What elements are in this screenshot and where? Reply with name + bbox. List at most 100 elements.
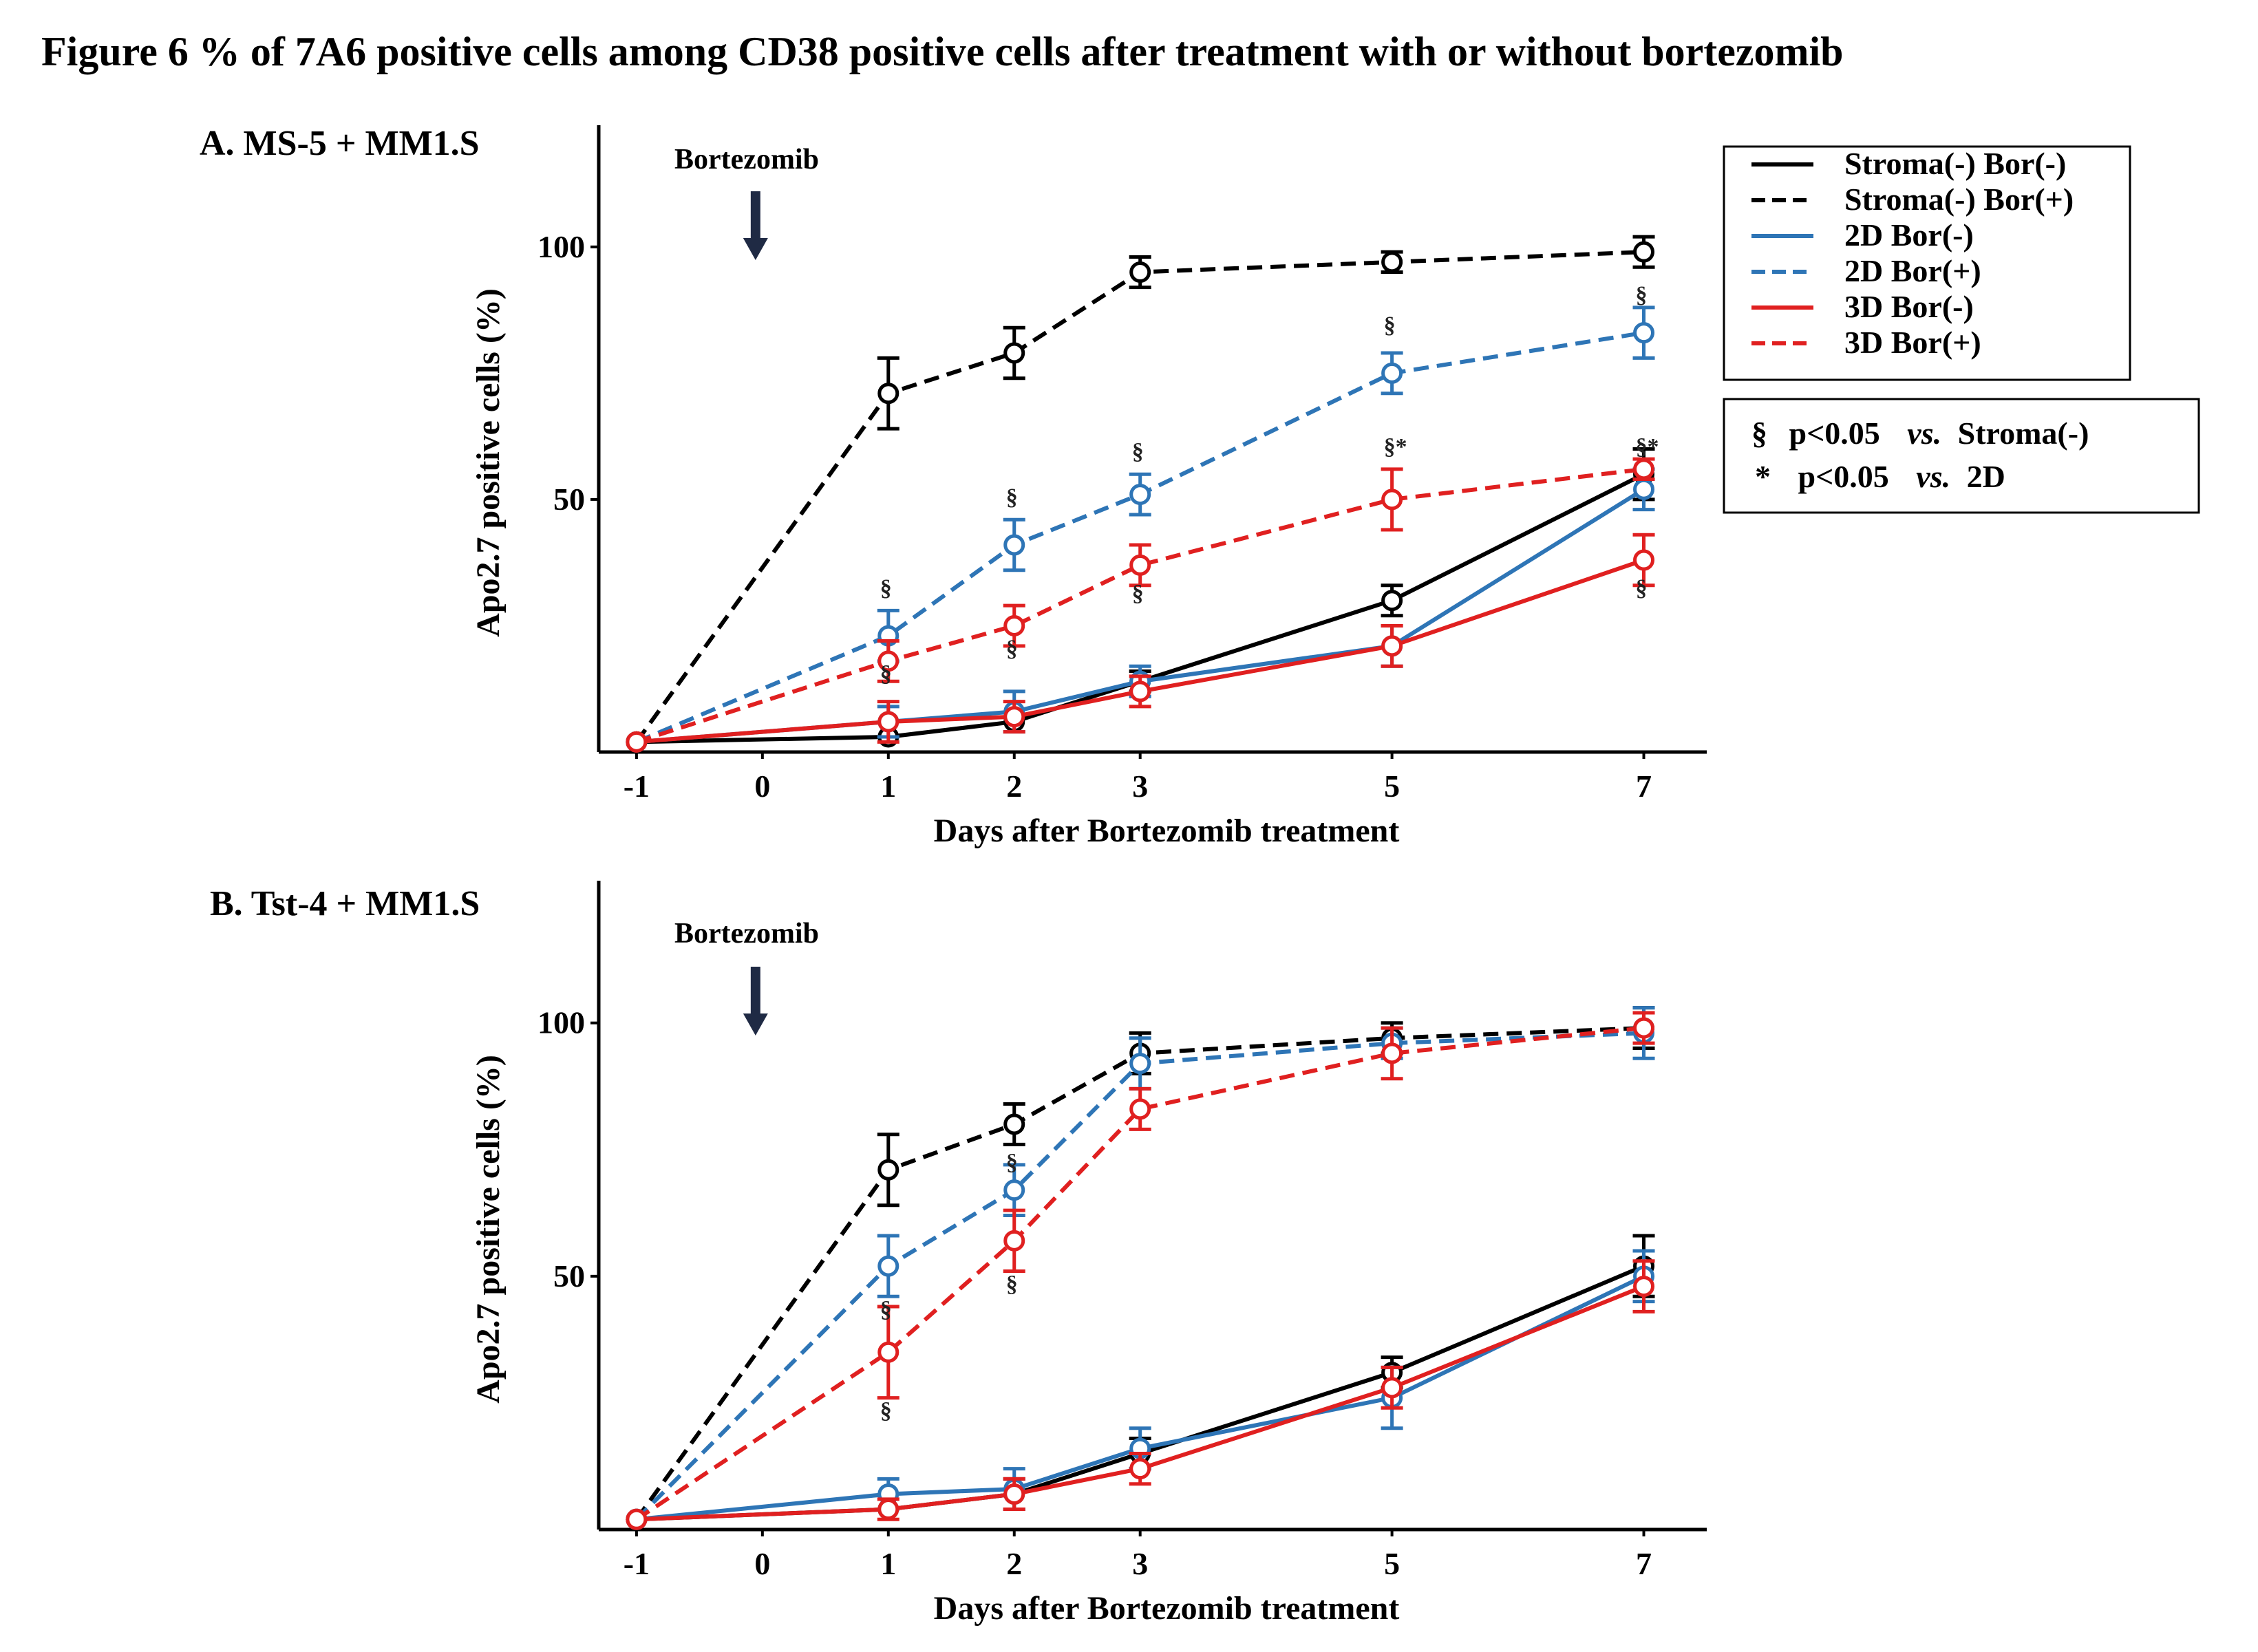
significance-row-2: * p<0.05 vs. 2D [1755,459,2005,494]
significance-ref-1: Stroma(-) [1958,416,2089,451]
data-point [1129,1098,1151,1120]
x-tick-label: 0 [754,769,770,804]
data-point [877,1159,899,1181]
series-line [636,1284,1645,1522]
data-point [1129,1053,1151,1075]
legend-label: 3D Bor(+) [1844,325,1981,360]
x-tick-label: 5 [1384,1546,1400,1581]
data-point [1633,322,1655,344]
panel-label: B. Tst-4 + MM1.S [210,884,480,923]
data-point [1381,635,1403,657]
series-line [635,250,1644,744]
data-point [1129,680,1151,702]
legend-label: 2D Bor(-) [1844,217,1974,253]
section-symbol: § [1751,416,1767,451]
legend-frame [1723,145,2131,381]
significance-mark: § [1636,283,1648,308]
data-point [626,731,648,753]
data-point [877,383,899,405]
data-point [626,1508,648,1530]
significance-mark: § [1006,484,1018,510]
y-tick-label: 50 [553,1258,585,1294]
legend-label: Stroma(-) Bor(+) [1844,182,2074,217]
data-point [877,650,899,672]
significance-row-1: § p<0.05 vs. Stroma(-) [1751,416,2089,451]
x-tick-label: -1 [624,1546,650,1581]
x-tick-label: -1 [624,769,650,804]
significance-mark: § [880,1297,892,1322]
significance-mark: §* [1384,434,1407,460]
y-tick-label: 100 [537,1005,585,1040]
significance-mark: § [880,661,892,687]
x-tick-label: 7 [1636,769,1652,804]
series-3d-bor [626,1259,1655,1530]
significance-mark: § [880,575,892,601]
data-point [1129,484,1151,506]
significance-mark: § [1006,1272,1018,1297]
significance-mark: §* [1636,434,1659,460]
legend-label: 2D Bor(+) [1844,253,1981,288]
series-2d-bor [626,305,1655,753]
series-line [636,558,1645,744]
significance-mark: § [1384,313,1396,339]
y-axis-title: Apo2.7 positive cells (%) [470,288,507,637]
data-point [877,1341,899,1363]
series-2d-bor [626,1249,1655,1530]
data-point [1633,1276,1655,1298]
legend-label: 3D Bor(-) [1844,289,1974,324]
data-point [1003,342,1025,364]
x-tick-label: 2 [1006,1546,1022,1581]
bortezomib-annotation: Bortezomib [674,144,819,175]
series-line [636,472,1645,744]
significance-pvalue-2: p<0.05 [1798,459,1889,494]
arrow-down-icon [743,238,768,260]
significance-vs-1: vs. [1907,416,1941,451]
y-tick-label: 50 [553,482,585,517]
legend-label: Stroma(-) Bor(-) [1844,146,2066,181]
data-point [1003,706,1025,728]
data-point [1381,590,1403,612]
figure-title: Figure 6 % of 7A6 positive cells among C… [41,29,1844,74]
data-point [1381,489,1403,511]
data-point [1129,261,1151,283]
significance-vs-2: vs. [1916,459,1950,494]
x-tick-label: 7 [1636,1546,1652,1581]
x-axis-title: Days after Bortezomib treatment [934,1590,1400,1627]
x-tick-label: 5 [1384,769,1400,804]
data-point [1381,251,1403,273]
data-point [1381,362,1403,384]
data-point [1381,1042,1403,1064]
significance-ref-2: 2D [1967,459,2005,494]
data-point [1633,241,1655,263]
asterisk-symbol: * [1755,459,1771,494]
x-tick-label: 0 [754,1546,770,1581]
significance-pvalue-1: p<0.05 [1789,416,1880,451]
significance-mark: § [1132,439,1144,464]
series-line [635,330,1644,744]
significance-mark: § [1132,581,1144,606]
panel-a-chart: A. MS-5 + MM1.S Bortezomib 50 100 -1 0 1 2 3 5 7 Da… [200,124,1707,849]
series-line [636,1274,1645,1522]
data-point [1633,1017,1655,1039]
data-point [1381,1377,1403,1399]
legend: Stroma(-) Bor(-)Stroma(-) Bor(+)2D Bor(-… [1723,145,2131,381]
arrow-down-icon [743,1013,768,1036]
significance-frame [1723,398,2200,514]
x-tick-label: 1 [880,769,896,804]
data-point [1633,549,1655,571]
series-line [635,1031,1644,1521]
significance-mark: § [880,1398,892,1424]
significance-mark: § [1006,1150,1018,1175]
significance-mark: § [1006,636,1018,662]
bortezomib-annotation: Bortezomib [674,918,819,950]
series-3d-bor [626,1011,1655,1530]
data-point [877,711,899,733]
x-tick-label: 1 [880,1546,896,1581]
data-point [1003,1483,1025,1505]
x-axis-title: Days after Bortezomib treatment [934,813,1400,849]
data-point [1003,1230,1025,1252]
y-tick-label: 100 [537,229,585,264]
x-tick-label: 2 [1006,769,1022,804]
y-axis-title: Apo2.7 positive cells (%) [470,1055,507,1404]
data-point [1633,458,1655,480]
